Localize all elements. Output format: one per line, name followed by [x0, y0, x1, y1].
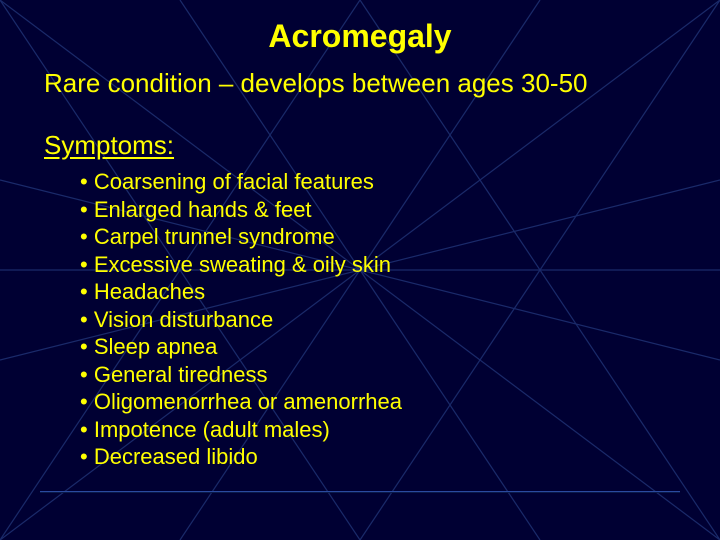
bullet-item: Decreased libido — [80, 443, 402, 471]
slide: Acromegaly Rare condition – develops bet… — [0, 0, 720, 540]
bullet-item: Excessive sweating & oily skin — [80, 251, 402, 279]
bullet-item: Oligomenorrhea or amenorrhea — [80, 388, 402, 416]
bullet-item: Headaches — [80, 278, 402, 306]
bullet-item: Vision disturbance — [80, 306, 402, 334]
slide-title: Acromegaly — [0, 18, 720, 55]
bullet-list: Coarsening of facial featuresEnlarged ha… — [80, 168, 402, 471]
bullet-item: Coarsening of facial features — [80, 168, 402, 196]
bullet-item: Sleep apnea — [80, 333, 402, 361]
bottom-rule — [40, 491, 680, 492]
bullet-item: Carpel trunnel syndrome — [80, 223, 402, 251]
slide-subtitle: Rare condition – develops between ages 3… — [44, 68, 588, 99]
bullet-item: Enlarged hands & feet — [80, 196, 402, 224]
section-heading: Symptoms: — [44, 130, 174, 161]
bullet-item: General tiredness — [80, 361, 402, 389]
bullet-item: Impotence (adult males) — [80, 416, 402, 444]
